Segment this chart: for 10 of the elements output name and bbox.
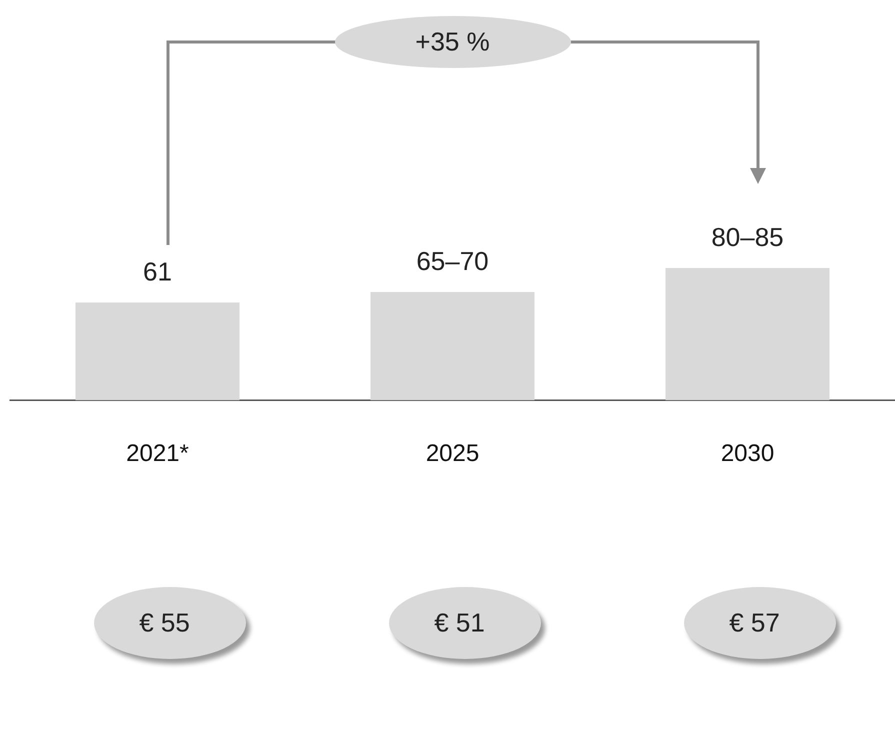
text: € 57	[729, 608, 780, 638]
text: € 51	[434, 608, 485, 638]
data-label: 80–85	[711, 222, 784, 252]
data-label: 61	[143, 256, 172, 287]
text: +35 %	[415, 26, 490, 58]
x-tick-label: 2021*	[126, 440, 189, 468]
x-tick-label: 2025	[426, 440, 480, 468]
x-tick-label: 2030	[720, 440, 774, 468]
data-label: 65–70	[416, 246, 489, 276]
text: € 55	[139, 608, 190, 638]
